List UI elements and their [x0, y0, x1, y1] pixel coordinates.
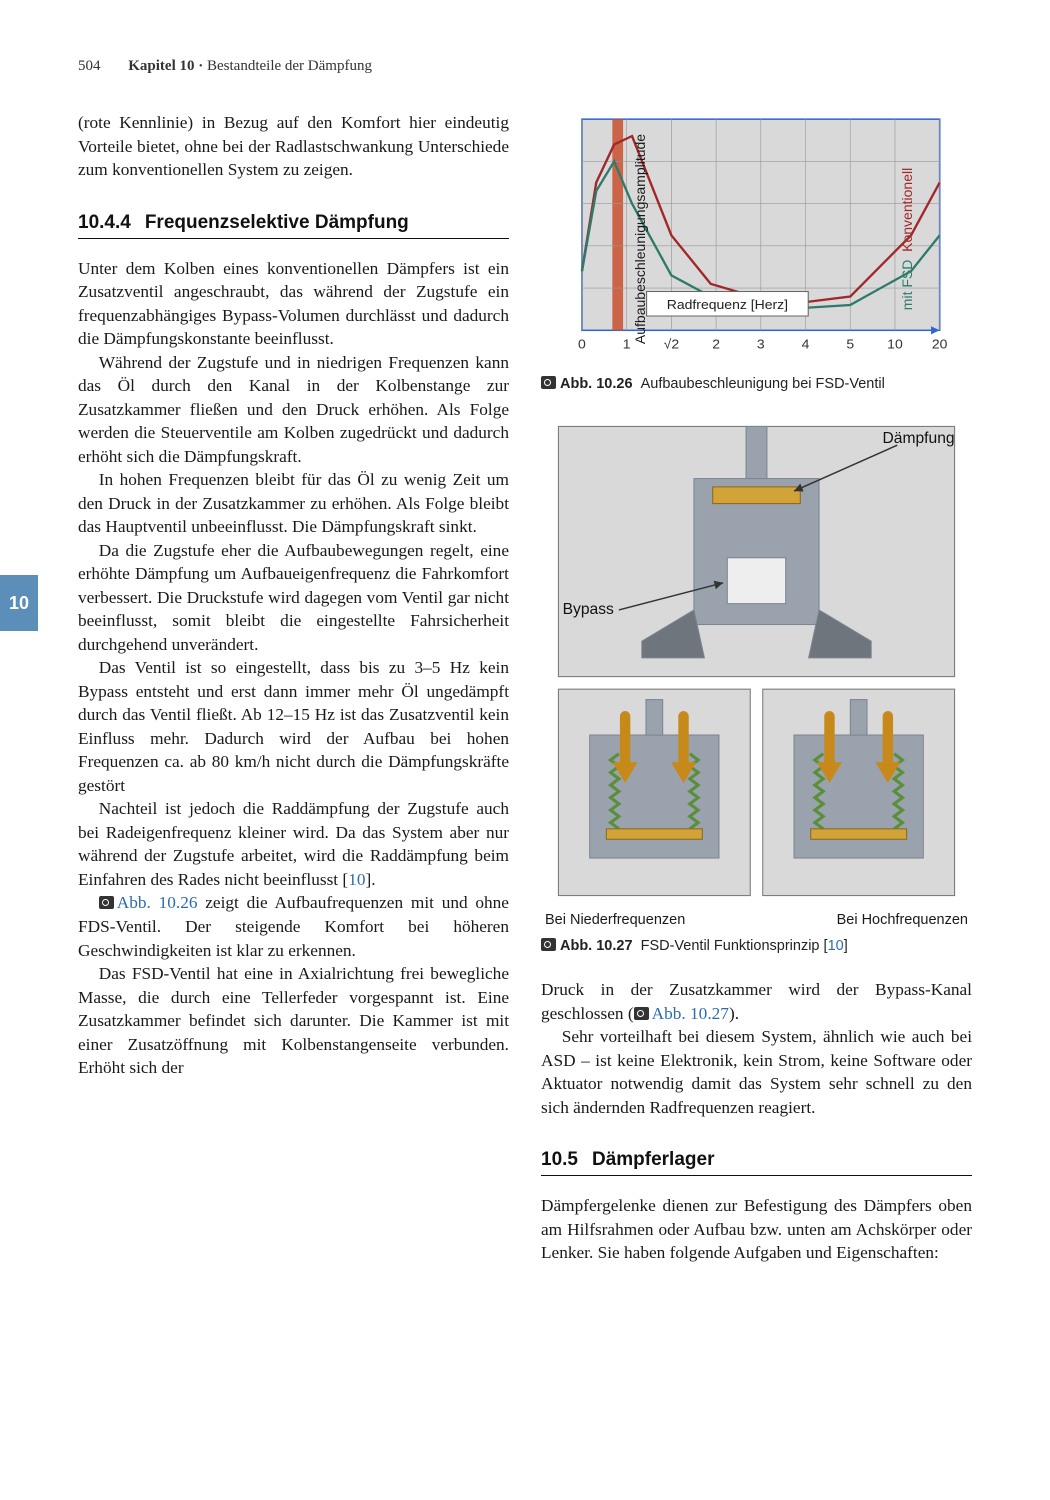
page-header: 504 Kapitel 10 · Bestandteile der Dämpfu…: [78, 58, 972, 75]
paragraph: In hohen Frequenzen bleibt für das Öl zu…: [78, 468, 509, 539]
paragraph: Sehr vorteilhaft bei diesem System, ähnl…: [541, 1025, 972, 1119]
heading-rule: [78, 238, 509, 239]
svg-text:4: 4: [802, 337, 810, 352]
paragraph: (rote Kennlinie) in Bezug auf den Komfor…: [78, 111, 509, 182]
citation-ref[interactable]: 10: [348, 870, 365, 889]
figure-ref[interactable]: Abb. 10.27: [652, 1004, 729, 1023]
svg-text:20: 20: [932, 337, 948, 352]
mech-svg: Dämpfung Bypass: [541, 416, 972, 906]
paragraph: Das Ventil ist so eingestellt, dass bis …: [78, 656, 509, 797]
right-column: Aufbaubeschleunigungsamplitude mit FSD K…: [541, 111, 972, 1265]
paragraph: Während der Zugstufe und in niedrigen Fr…: [78, 351, 509, 469]
heading-number: 10.5: [541, 1149, 578, 1171]
chart-y-axis-label: Aufbaubeschleunigungsamplitude: [632, 133, 648, 343]
svg-text:Bypass: Bypass: [563, 601, 614, 618]
paragraph: Da die Zugstufe eher die Aufbaubewegunge…: [78, 539, 509, 657]
paragraph: Dämpfergelenke dienen zur Befestigung de…: [541, 1194, 972, 1265]
figure-caption-icon: [541, 938, 556, 951]
paragraph: Unter dem Kolben eines konventionellen D…: [78, 257, 509, 351]
figure-sublabels: Bei Niederfrequenzen Bei Hochfrequenzen: [541, 912, 972, 928]
figure-chart: Aufbaubeschleunigungsamplitude mit FSD K…: [541, 111, 972, 366]
figure-ref-icon: [634, 1007, 649, 1020]
svg-text:Radfrequenz [Herz]: Radfrequenz [Herz]: [667, 297, 788, 312]
svg-text:3: 3: [757, 337, 765, 352]
figure-caption: Abb. 10.27 FSD-Ventil Funktionsprinzip […: [541, 938, 972, 954]
svg-text:10: 10: [887, 337, 903, 352]
chapter-label: Kapitel 10 ·: [128, 58, 203, 74]
section-heading: 10.5 Dämpferlager: [541, 1149, 972, 1171]
page-number: 504: [78, 58, 101, 75]
svg-text:0: 0: [578, 337, 586, 352]
chapter-title: Bestandteile der Dämpfung: [207, 58, 372, 74]
svg-text:√2: √2: [664, 337, 679, 352]
heading-number: 10.4.4: [78, 212, 131, 234]
left-column: (rote Kennlinie) in Bezug auf den Komfor…: [78, 111, 509, 1265]
figure-ref[interactable]: Abb. 10.26: [117, 893, 198, 912]
chart-right-axis-label: mit FSD Konventionell: [899, 167, 915, 309]
heading-text: Dämpferlager: [592, 1149, 715, 1171]
figure-mechanical: Dämpfung Bypass: [541, 416, 972, 906]
svg-text:5: 5: [846, 337, 854, 352]
citation-ref[interactable]: 10: [828, 938, 844, 954]
chapter-side-tab: 10: [0, 575, 38, 631]
figure-caption: Abb. 10.26 Aufbaubeschleunigung bei FSD-…: [541, 376, 972, 392]
svg-text:1: 1: [623, 337, 631, 352]
paragraph: Das FSD-Ventil hat eine in Axialrichtung…: [78, 962, 509, 1080]
section-heading: 10.4.4 Frequenzselektive Dämpfung: [78, 212, 509, 234]
sublabel-left: Bei Niederfrequenzen: [545, 912, 685, 928]
figure-caption-icon: [541, 376, 556, 389]
paragraph: Druck in der Zusatzkammer wird der Bypas…: [541, 978, 972, 1025]
sublabel-right: Bei Hochfrequenzen: [837, 912, 968, 928]
paragraph: Abb. 10.26 zeigt die Aufbaufrequenzen mi…: [78, 891, 509, 962]
paragraph: Nachteil ist jedoch die Raddämpfung der …: [78, 797, 509, 891]
svg-text:2: 2: [712, 337, 720, 352]
figure-ref-icon: [99, 896, 114, 909]
heading-rule: [541, 1175, 972, 1176]
svg-text:Dämpfung: Dämpfung: [882, 430, 954, 447]
heading-text: Frequenzselektive Dämpfung: [145, 212, 409, 234]
